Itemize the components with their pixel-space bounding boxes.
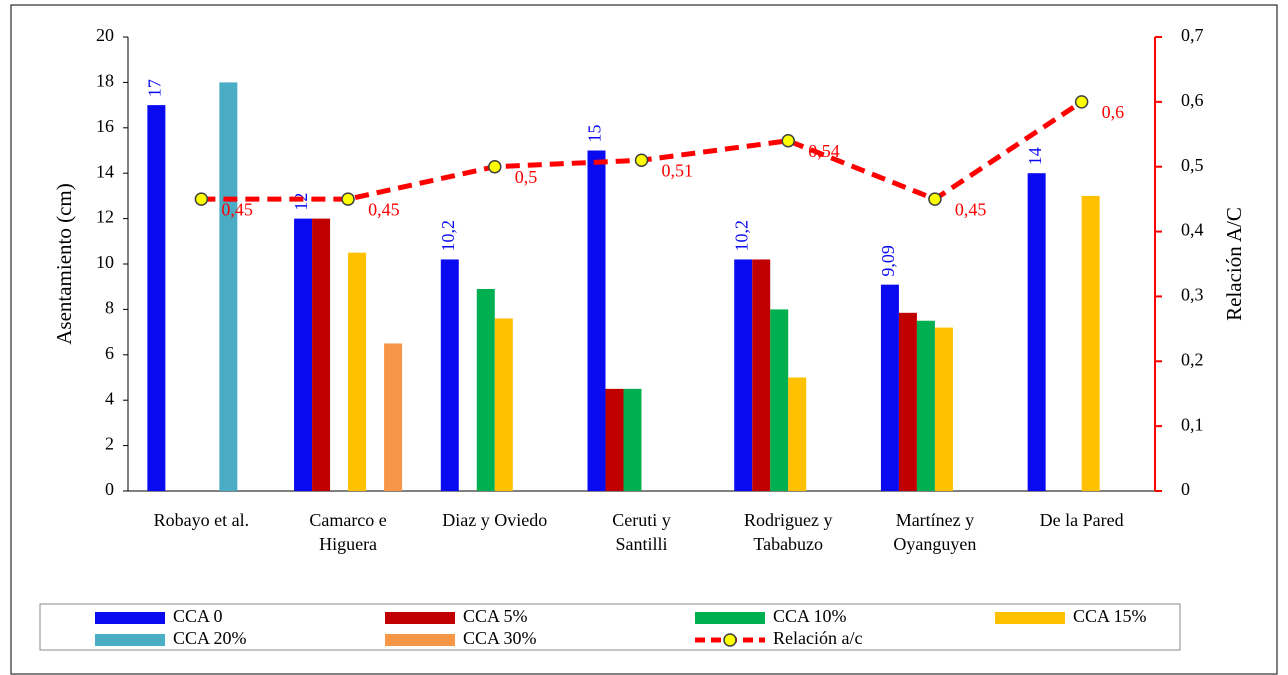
bar <box>623 388 642 491</box>
y-tick-label: 12 <box>96 207 114 227</box>
line-marker <box>488 159 502 174</box>
line-marker <box>194 192 209 206</box>
y-tick-label: 8 <box>105 298 114 318</box>
data-label: 17 <box>144 79 164 97</box>
y2-axis-title: Relación A/C <box>1222 207 1246 321</box>
y2-tick-label: 0,7 <box>1181 25 1204 45</box>
y-tick-label: 6 <box>105 343 114 363</box>
bar <box>348 252 367 491</box>
x-tick-label: Rodriguez y Tababuzo <box>744 510 832 554</box>
legend-swatch <box>385 612 455 624</box>
data-label: 15 <box>585 125 605 143</box>
y-axis-title: Asentamiento (cm) <box>52 183 76 345</box>
y2-tick-label: 0,3 <box>1181 285 1204 305</box>
y-tick-label: 4 <box>105 388 114 408</box>
legend-box <box>39 603 1181 651</box>
legend-label: CCA 5% <box>463 606 528 626</box>
x-tick-label: Diaz y Oviedo <box>442 510 547 530</box>
data-label: 9,09 <box>878 245 898 277</box>
data-label: 14 <box>1025 147 1045 165</box>
legend-swatch <box>723 633 737 647</box>
legend-swatch <box>385 634 455 646</box>
bar <box>294 218 313 491</box>
data-label: 0,45 <box>221 199 253 219</box>
line-marker <box>781 134 795 148</box>
y2-tick-label: 0,2 <box>1181 349 1204 369</box>
y2-tick-label: 0,4 <box>1181 220 1204 240</box>
bar <box>1081 195 1100 491</box>
bar <box>734 259 753 491</box>
legend-swatch <box>695 612 765 624</box>
legend-label: CCA 0 <box>173 606 223 626</box>
data-label: 10,2 <box>438 220 458 252</box>
bar <box>934 327 953 491</box>
legend-label: CCA 20% <box>173 628 247 648</box>
bar <box>494 318 513 491</box>
y2-tick-label: 0,5 <box>1181 155 1204 175</box>
bar <box>476 288 495 491</box>
bar <box>312 218 331 491</box>
x-tick-label: De la Pared <box>1040 510 1124 530</box>
legend-swatch <box>995 612 1065 624</box>
bar <box>147 105 166 491</box>
y-tick-label: 14 <box>96 161 114 181</box>
bar <box>384 343 403 491</box>
y-tick-label: 10 <box>96 252 114 272</box>
x-tick-label: Ceruti y Santilli <box>612 510 671 554</box>
data-label: 0,51 <box>662 160 694 180</box>
y2-tick-label: 0,6 <box>1181 90 1204 110</box>
frame <box>10 4 1278 675</box>
bar <box>770 309 789 491</box>
y2-tick-label: 0,1 <box>1181 414 1204 434</box>
bar <box>898 312 917 491</box>
y-tick-label: 18 <box>96 71 114 91</box>
data-label: 0,6 <box>1102 102 1125 122</box>
line <box>201 99 1084 202</box>
bar <box>916 320 935 491</box>
bar <box>880 284 899 491</box>
data-label: 0,54 <box>808 141 840 161</box>
legend-label: CCA 10% <box>773 606 847 626</box>
bar <box>752 259 771 491</box>
x-tick-label: Camarco e Higuera <box>309 510 386 554</box>
line-marker <box>341 192 355 206</box>
bar <box>788 377 807 491</box>
y-tick-label: 0 <box>105 479 114 499</box>
data-label: 0,45 <box>368 199 400 219</box>
y-tick-label: 2 <box>105 434 114 454</box>
bar <box>605 388 624 491</box>
bar <box>219 82 238 492</box>
legend-label: CCA 15% <box>1073 606 1147 626</box>
legend-label: Relación a/c <box>773 628 862 648</box>
x-tick-label: Robayo et al. <box>154 510 249 530</box>
legend-swatch <box>95 612 165 624</box>
y-tick-label: 20 <box>96 25 114 45</box>
bar <box>1027 173 1046 491</box>
data-label: 0,5 <box>515 167 538 187</box>
line-marker <box>1074 95 1089 109</box>
x-tick-label: Martínez y Oyanguyen <box>893 510 976 554</box>
data-label: 0,45 <box>955 199 987 219</box>
y2-tick-label: 0 <box>1181 479 1190 499</box>
bar <box>587 150 606 491</box>
legend-label: CCA 30% <box>463 628 537 648</box>
legend-swatch <box>95 634 165 646</box>
bar <box>440 259 459 491</box>
data-label: 10,2 <box>731 220 751 252</box>
line-marker <box>928 192 942 206</box>
line-marker <box>634 153 649 167</box>
y-tick-label: 16 <box>96 116 114 136</box>
